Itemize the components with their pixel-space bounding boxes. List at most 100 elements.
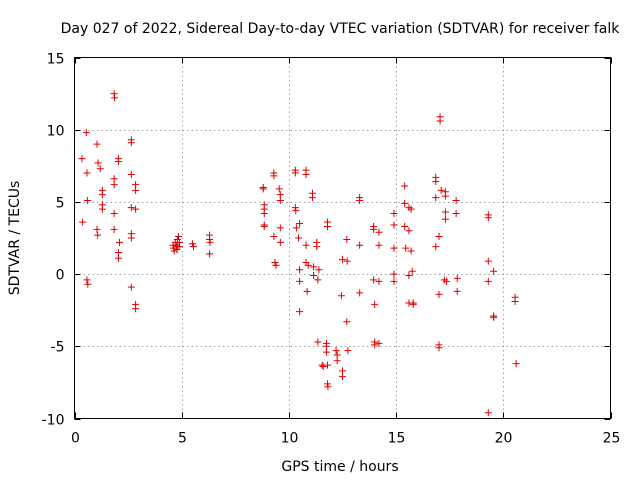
- data-point: [343, 257, 351, 265]
- data-point: [110, 181, 118, 189]
- data-point: [343, 318, 351, 326]
- data-point: [401, 222, 409, 230]
- data-point: [337, 292, 345, 300]
- data-point: [127, 204, 135, 212]
- data-point: [401, 199, 409, 207]
- data-point: [310, 263, 318, 271]
- data-point: [291, 169, 299, 177]
- data-point: [432, 178, 440, 186]
- data-point: [405, 299, 413, 307]
- y-tick-label: 10: [47, 124, 65, 140]
- y-tick-label: -10: [42, 413, 65, 429]
- data-point: [296, 266, 304, 274]
- data-point: [303, 287, 311, 295]
- data-point: [512, 360, 520, 368]
- y-tick-label: 0: [56, 268, 65, 284]
- data-point: [441, 215, 449, 223]
- data-point: [111, 94, 119, 102]
- data-point: [276, 238, 284, 246]
- data-point: [324, 383, 332, 391]
- data-point: [441, 192, 449, 200]
- data-point: [390, 270, 398, 278]
- data-point: [295, 234, 303, 242]
- data-point: [206, 238, 214, 246]
- data-point: [127, 139, 135, 147]
- data-point: [114, 157, 122, 165]
- y-tick-label: 5: [56, 196, 65, 212]
- x-tick-labels: 0 5 10 15 20 25: [71, 431, 620, 447]
- data-point: [302, 170, 310, 178]
- data-point: [206, 250, 214, 258]
- data-point: [375, 241, 383, 249]
- data-point: [83, 169, 91, 177]
- data-point: [314, 276, 322, 284]
- data-point: [405, 227, 413, 235]
- data-point: [332, 347, 340, 355]
- y-tick-labels: -10 -5 0 5 10 15: [42, 52, 65, 429]
- data-point: [132, 305, 140, 313]
- data-point: [339, 373, 346, 381]
- data-point: [308, 194, 316, 202]
- data-point: [93, 140, 101, 148]
- data-point: [356, 289, 364, 297]
- x-tick-label: 15: [388, 431, 406, 447]
- x-axis-label: GPS time / hours: [281, 459, 398, 475]
- data-point: [292, 224, 300, 232]
- data-point: [127, 234, 135, 242]
- data-point: [390, 244, 398, 252]
- data-point: [322, 348, 330, 356]
- data-point: [292, 207, 300, 215]
- data-point: [432, 243, 440, 251]
- data-point: [432, 194, 440, 202]
- data-point: [452, 196, 460, 204]
- data-point: [82, 129, 90, 137]
- data-point: [402, 244, 410, 252]
- data-point: [314, 338, 322, 346]
- data-point: [315, 266, 323, 274]
- data-point: [390, 277, 398, 285]
- data-point: [484, 409, 492, 417]
- data-point: [275, 185, 283, 193]
- y-axis-label: SDTVAR / TECUs: [7, 181, 23, 296]
- data-point: [78, 155, 86, 163]
- data-point: [339, 256, 346, 264]
- x-tick-label: 10: [281, 431, 299, 447]
- data-point: [390, 209, 398, 217]
- data-point: [296, 220, 304, 228]
- data-point: [271, 259, 279, 267]
- data-point: [296, 277, 304, 285]
- data-point: [270, 233, 278, 241]
- data-point: [94, 159, 102, 167]
- data-point: [356, 196, 364, 204]
- data-point: [276, 196, 284, 204]
- data-point: [511, 298, 519, 306]
- data-point: [310, 272, 318, 280]
- data-point: [98, 191, 106, 199]
- data-point: [132, 205, 140, 213]
- data-point: [453, 287, 461, 295]
- data-point: [114, 254, 122, 262]
- data-point: [116, 238, 124, 246]
- data-point: [452, 209, 460, 217]
- data-point: [375, 228, 383, 236]
- data-point: [407, 247, 415, 255]
- data-point: [83, 276, 91, 284]
- data-point: [435, 344, 443, 352]
- data-point: [93, 225, 101, 233]
- data-point: [176, 238, 184, 246]
- data-point: [188, 240, 196, 248]
- data-point: [304, 261, 312, 269]
- data-point: [83, 196, 91, 204]
- data-point: [259, 185, 267, 193]
- data-point: [356, 241, 364, 249]
- data-point: [127, 170, 135, 178]
- data-point: [344, 347, 352, 355]
- data-point: [408, 267, 416, 275]
- data-point: [84, 280, 92, 288]
- data-point: [173, 243, 181, 251]
- data-point: [437, 186, 445, 194]
- data-point: [435, 290, 443, 298]
- data-point: [407, 205, 415, 213]
- data-point: [272, 261, 280, 269]
